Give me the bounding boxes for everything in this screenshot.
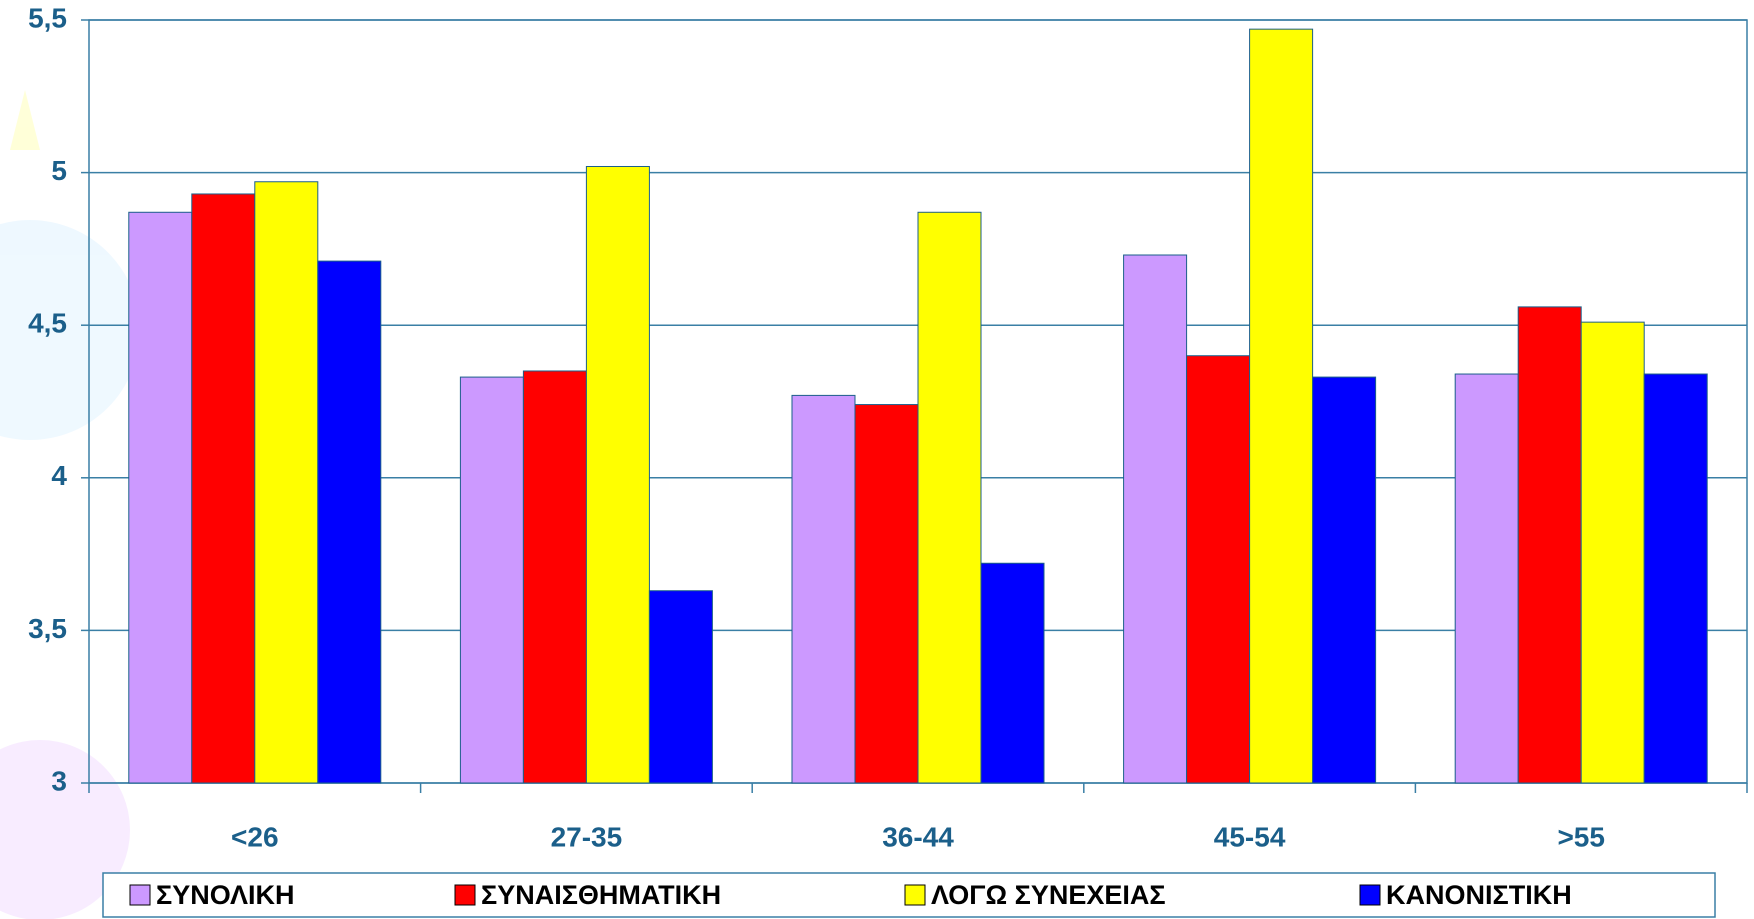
x-tick-label: >55	[1557, 821, 1605, 852]
bar	[522, 370, 587, 784]
legend-swatch	[904, 884, 926, 906]
legend-swatch	[454, 884, 476, 906]
bar	[1517, 306, 1582, 784]
y-tick-label: 4	[51, 460, 67, 491]
legend-label: ΛΟΓΩ ΣΥΝΕΧΕΙΑΣ	[931, 880, 1166, 910]
x-tick-label: <26	[231, 821, 279, 852]
decoration	[0, 90, 140, 919]
legend-label: ΣΥΝΟΛΙΚΗ	[156, 880, 295, 910]
bar	[791, 394, 856, 784]
y-tick-label: 4,5	[28, 308, 67, 339]
bar	[1249, 28, 1314, 784]
bar	[917, 211, 982, 784]
bar	[128, 211, 193, 784]
legend-swatch	[1359, 884, 1381, 906]
y-tick-label: 5	[51, 155, 67, 186]
bar	[1123, 254, 1188, 784]
bar	[585, 165, 650, 784]
x-tick-label: 27-35	[551, 821, 623, 852]
x-tick-label: 36-44	[882, 821, 954, 852]
bar	[1454, 373, 1519, 784]
bar	[254, 181, 319, 784]
legend-label: ΣΥΝΑΙΣΘΗΜΑΤΙΚΗ	[481, 880, 721, 910]
legend-swatch	[129, 884, 151, 906]
bar	[1312, 376, 1377, 784]
legend-label: ΚΑΝΟΝΙΣΤΙΚΗ	[1386, 880, 1572, 910]
bar	[191, 193, 256, 784]
bar	[1580, 321, 1645, 784]
bar	[1643, 373, 1708, 784]
bar	[1186, 355, 1251, 784]
y-tick-label: 5,5	[28, 2, 67, 33]
bar	[459, 376, 524, 784]
x-tick-label: 45-54	[1214, 821, 1286, 852]
bar	[980, 562, 1045, 784]
y-tick-label: 3	[51, 765, 67, 796]
bar	[648, 590, 713, 784]
y-tick-label: 3,5	[28, 613, 67, 644]
bar	[317, 260, 382, 784]
bar	[854, 404, 919, 784]
